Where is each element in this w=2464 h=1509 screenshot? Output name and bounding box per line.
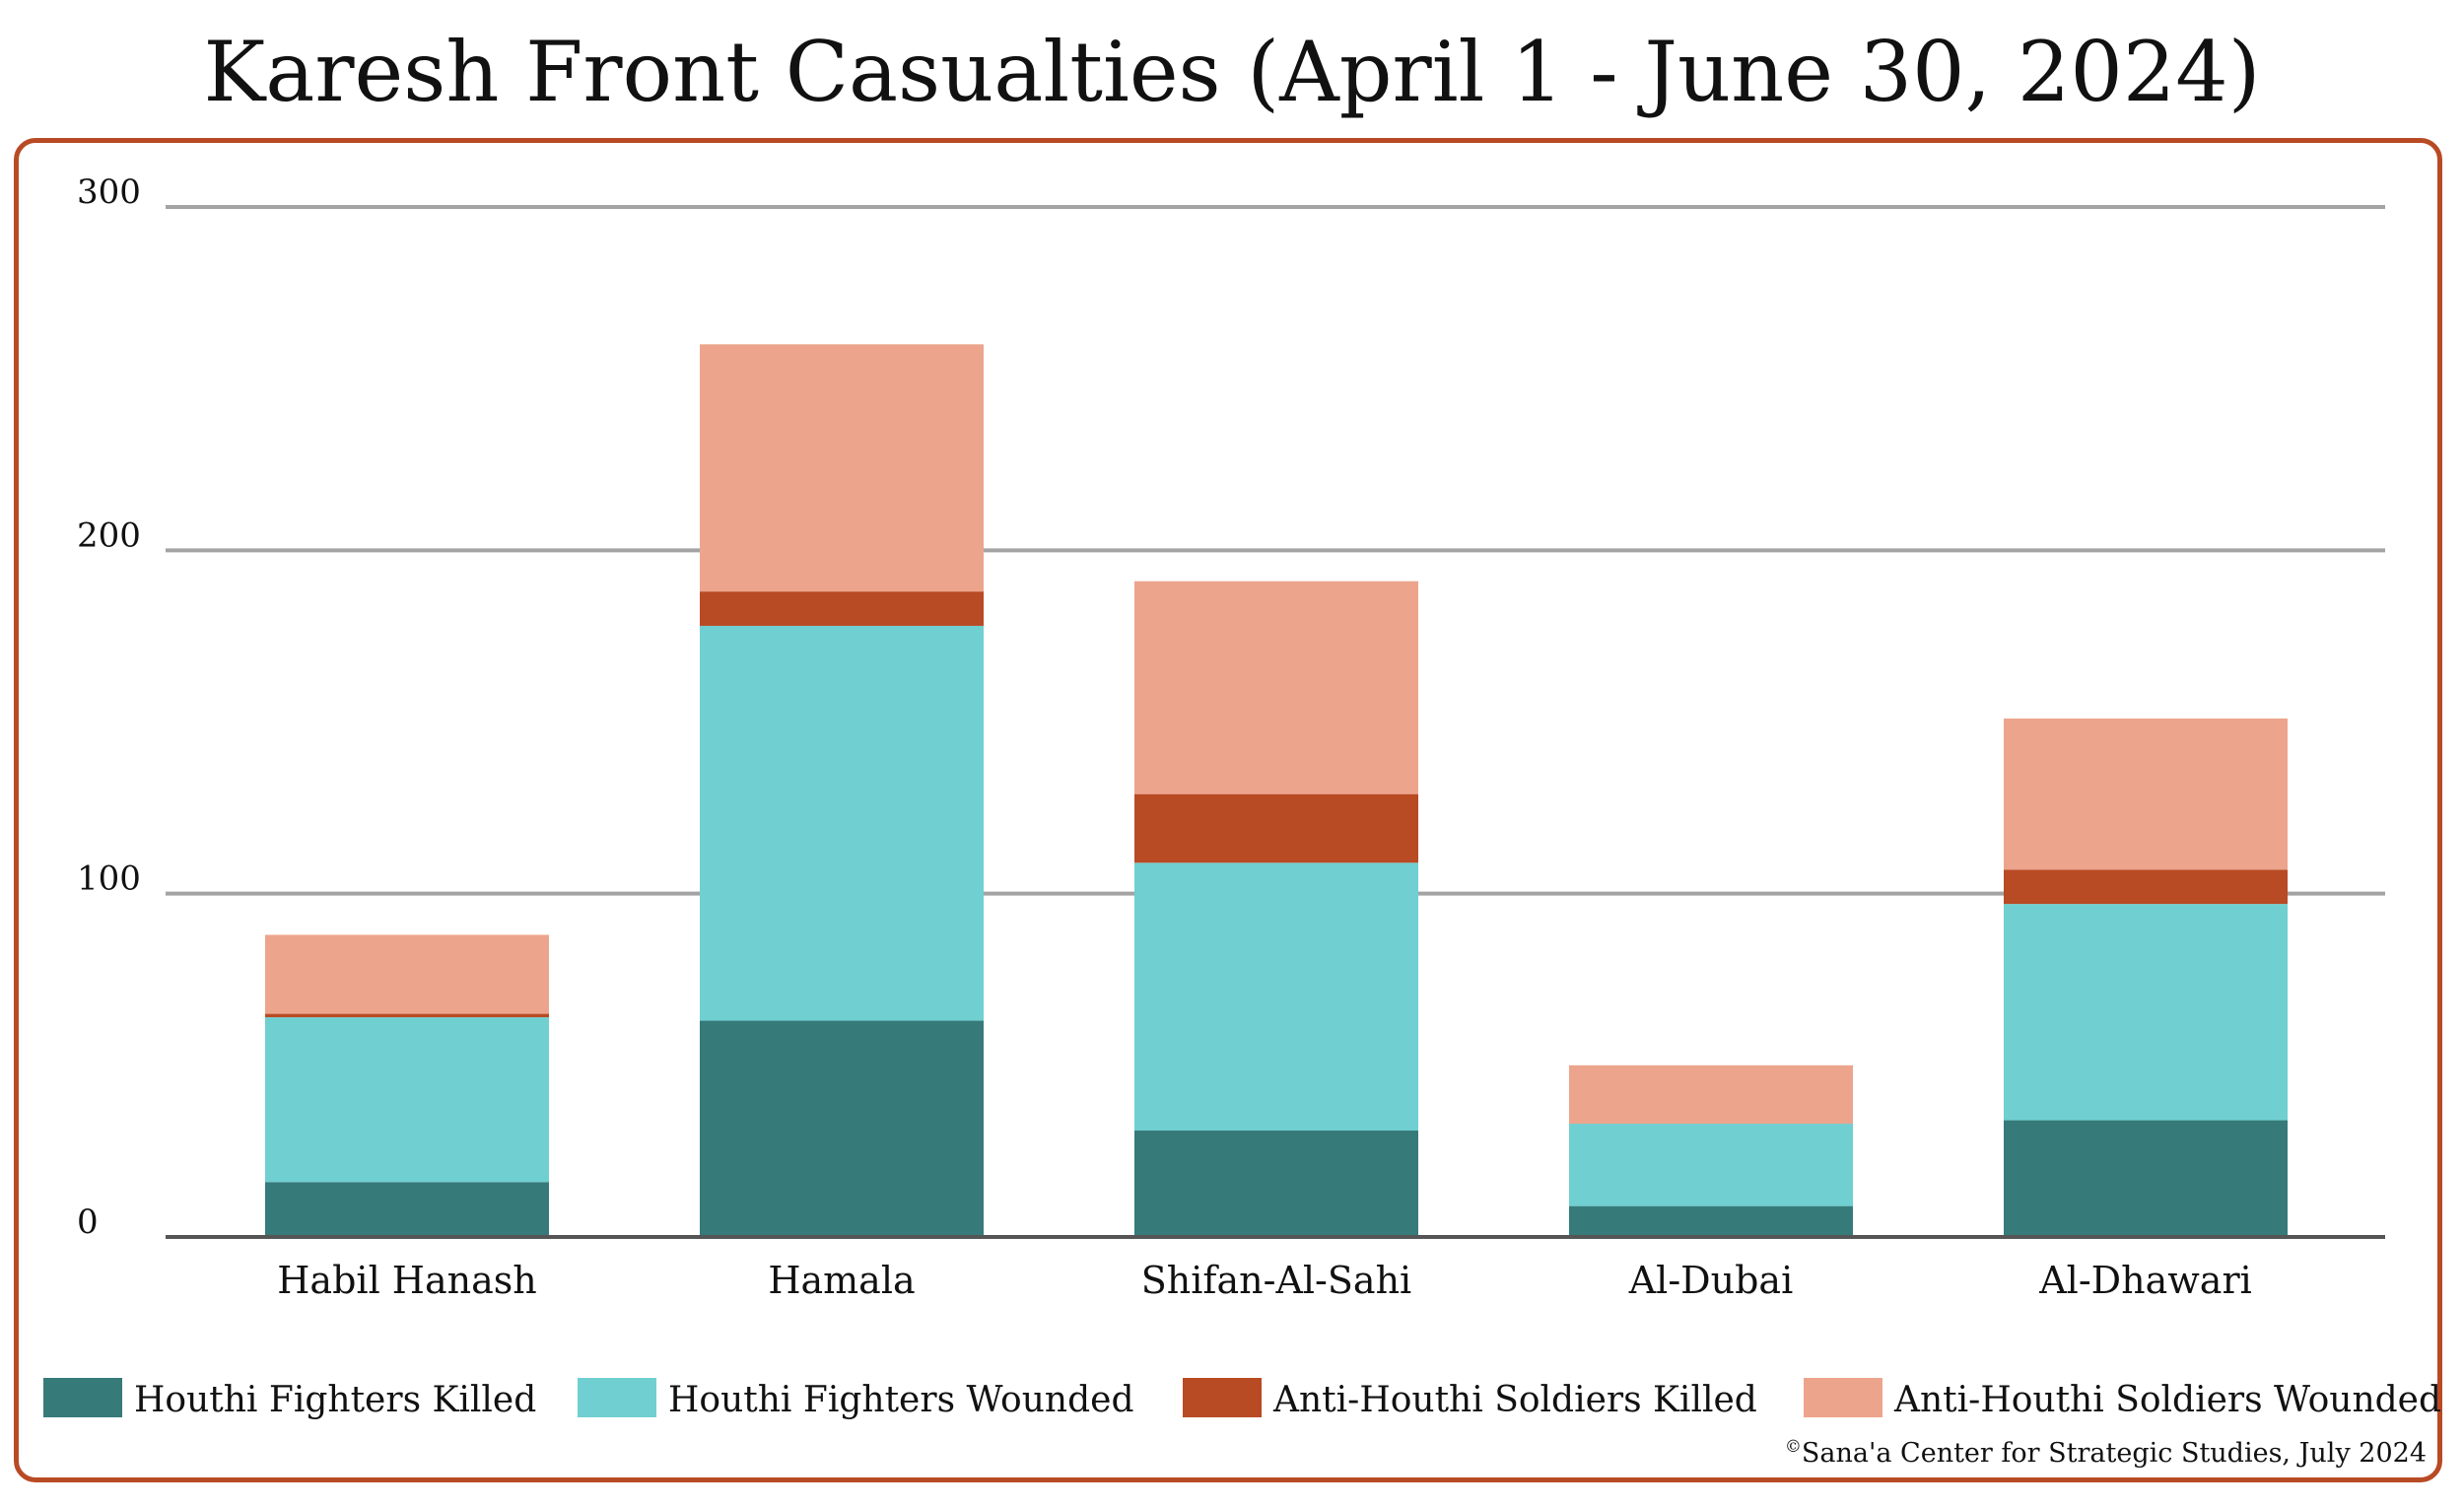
legend-swatch xyxy=(1183,1378,1262,1417)
y-tick-label: 100 xyxy=(77,859,141,899)
gridlines: 0 100 200 300 xyxy=(77,172,2385,1242)
bar-segment xyxy=(700,625,984,1021)
legend-item: Houthi Fighters Killed xyxy=(43,1378,536,1420)
x-tick-label: Hamala xyxy=(768,1259,915,1302)
bar-segment xyxy=(265,934,549,1014)
bar-segment xyxy=(1134,793,1418,863)
bar-segment xyxy=(1134,1131,1418,1237)
x-axis: Habil Hanash Hamala Shifan-Al-Sahi Al-Dubai… xyxy=(166,1235,2385,1302)
y-tick-label: 0 xyxy=(77,1202,99,1242)
legend: Houthi Fighters Killed Houthi Fighters Wo… xyxy=(43,1378,2441,1420)
bar-segment xyxy=(1569,1064,1853,1125)
bar-segment xyxy=(265,1017,549,1183)
chart-frame xyxy=(14,138,2442,1482)
legend-label: Anti-Houthi Soldiers Wounded xyxy=(1893,1380,2441,1420)
bar-segment xyxy=(1569,1124,1853,1206)
y-tick-label: 300 xyxy=(77,172,141,212)
bar-segment xyxy=(2004,869,2288,905)
x-tick-label: Habil Hanash xyxy=(277,1259,536,1302)
bar-segment xyxy=(700,344,984,592)
bar-segment xyxy=(700,1020,984,1237)
chart-title: Karesh Front Casualties (April 1 - June … xyxy=(203,24,2261,120)
legend-swatch xyxy=(578,1378,656,1417)
bars xyxy=(265,344,2288,1237)
x-tick-label: Al-Dhawari xyxy=(2038,1259,2252,1302)
bar-segment xyxy=(265,1013,549,1018)
bar-segment xyxy=(1134,862,1418,1132)
legend-item: Anti-Houthi Soldiers Killed xyxy=(1183,1378,1757,1420)
source-note: ©Sana'a Center for Strategic Studies, Ju… xyxy=(1785,1437,2427,1469)
source-text: Sana'a Center for Strategic Studies, Jul… xyxy=(1801,1438,2427,1469)
legend-label: Houthi Fighters Wounded xyxy=(668,1380,1133,1420)
bar-segment xyxy=(1569,1205,1853,1237)
bar-segment xyxy=(2004,1120,2288,1237)
legend-label: Houthi Fighters Killed xyxy=(134,1380,536,1420)
bar-segment xyxy=(700,591,984,626)
x-tick-label: Al-Dubai xyxy=(1628,1259,1794,1302)
bar-segment xyxy=(265,1182,549,1237)
y-tick-label: 200 xyxy=(77,515,141,555)
x-tick-label: Shifan-Al-Sahi xyxy=(1141,1259,1411,1302)
bar-segment xyxy=(1134,581,1418,794)
legend-swatch xyxy=(43,1378,122,1417)
legend-swatch xyxy=(1804,1378,1882,1417)
copyright-symbol: © xyxy=(1784,1437,1802,1457)
legend-item: Anti-Houthi Soldiers Wounded xyxy=(1804,1378,2441,1420)
legend-label: Anti-Houthi Soldiers Killed xyxy=(1272,1380,1757,1420)
bar-segment xyxy=(2004,719,2288,870)
legend-item: Houthi Fighters Wounded xyxy=(578,1378,1133,1420)
bar-segment xyxy=(2004,904,2288,1121)
